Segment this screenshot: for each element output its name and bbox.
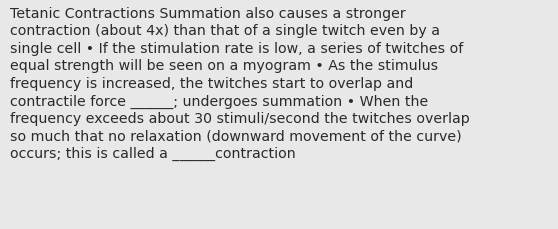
Text: Tetanic Contractions Summation also causes a stronger
contraction (about 4x) tha: Tetanic Contractions Summation also caus…: [10, 7, 470, 161]
